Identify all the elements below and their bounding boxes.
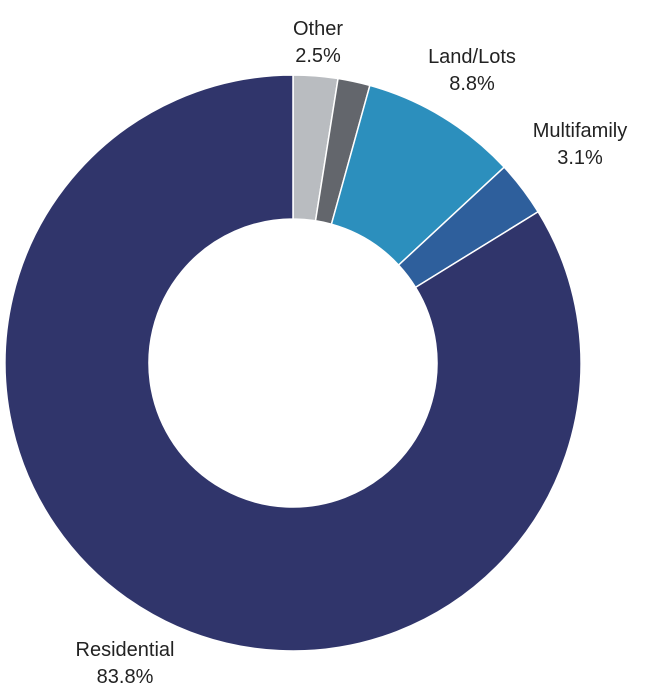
label-multifamily-name: Multifamily — [532, 120, 628, 142]
label-other: Other 2.5% — [268, 16, 368, 70]
label-land-lots: Land/Lots 8.8% — [407, 44, 537, 98]
label-other-value: 2.5% — [295, 45, 341, 67]
slice-residential-4 — [4, 74, 582, 652]
label-other-name: Other — [292, 18, 344, 40]
label-residential: Residential 83.8% — [60, 637, 190, 691]
label-multifamily: Multifamily 3.1% — [514, 118, 646, 172]
label-residential-value: 83.8% — [96, 666, 154, 688]
label-multifamily-value: 3.1% — [557, 147, 603, 169]
label-land-lots-name: Land/Lots — [428, 46, 516, 68]
label-residential-name: Residential — [75, 639, 175, 661]
label-land-lots-value: 8.8% — [449, 73, 495, 95]
